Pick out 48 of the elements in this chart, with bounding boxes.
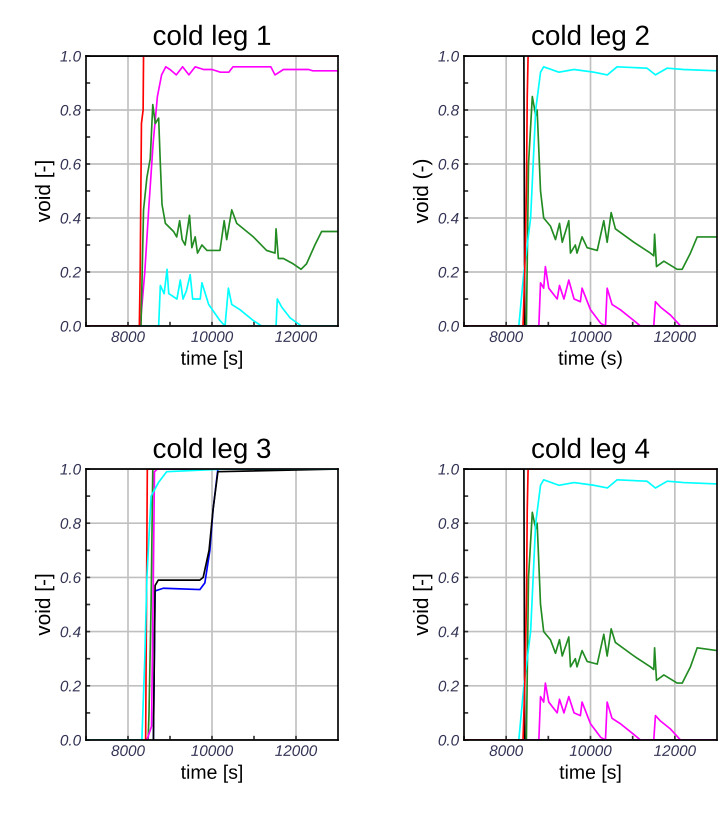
x-tick-label: 12000 xyxy=(654,745,696,756)
y-tick-label: 0.4 xyxy=(60,626,81,638)
x-tick-label: 10000 xyxy=(191,331,234,342)
y-tick-label: 1.0 xyxy=(438,464,460,475)
x-tick-label: 8000 xyxy=(111,331,145,342)
y-tick-label: 1.0 xyxy=(60,464,82,475)
x-axis-title: time [s] xyxy=(180,350,242,369)
y-tick-label: 0.0 xyxy=(438,320,460,332)
x-tick-label: 10000 xyxy=(191,745,234,756)
x-axis-title: time (s) xyxy=(558,350,622,369)
y-axis-title: void [-] xyxy=(412,574,432,636)
x-axis-title: time [s] xyxy=(559,764,620,783)
y-tick-label: 0.6 xyxy=(438,158,460,170)
y-tick-label: 0.4 xyxy=(438,212,459,224)
y-tick-label: 0.4 xyxy=(438,626,459,638)
x-axis-title: time [s] xyxy=(180,764,242,783)
y-axis-title: void [-] xyxy=(34,161,54,222)
y-tick-label: 0.8 xyxy=(60,518,82,529)
chart-title: cold leg 4 xyxy=(532,438,650,464)
y-tick-label: 0.6 xyxy=(60,572,82,584)
chart-title: cold leg 1 xyxy=(154,24,270,51)
x-tick-label: 8000 xyxy=(490,331,524,342)
x-tick-label: 8000 xyxy=(490,745,524,756)
x-tick-label: 10000 xyxy=(570,745,612,756)
y-tick-label: 1.0 xyxy=(438,50,460,62)
chart-title: cold leg 3 xyxy=(154,438,270,464)
y-tick-label: 0.8 xyxy=(438,104,460,116)
y-tick-label: 0.8 xyxy=(438,518,460,529)
y-tick-label: 0.2 xyxy=(438,680,459,692)
x-tick-label: 12000 xyxy=(654,331,696,342)
y-tick-label: 0.0 xyxy=(438,734,460,746)
y-tick-label: 0.4 xyxy=(60,212,81,224)
y-tick-label: 1.0 xyxy=(60,50,82,62)
x-tick-label: 8000 xyxy=(111,745,145,756)
y-tick-label: 0.0 xyxy=(60,320,82,332)
chart-title: cold leg 2 xyxy=(532,24,649,51)
y-tick-label: 0.6 xyxy=(60,158,82,170)
x-tick-label: 12000 xyxy=(275,745,318,756)
y-tick-label: 0.8 xyxy=(60,104,82,116)
y-tick-label: 0.2 xyxy=(60,266,81,278)
y-axis-title: void [-] xyxy=(34,574,54,636)
y-axis-title: void (-) xyxy=(412,160,432,224)
x-tick-label: 12000 xyxy=(275,331,318,342)
y-tick-label: 0.6 xyxy=(438,572,460,584)
y-tick-label: 0.2 xyxy=(438,266,459,278)
y-tick-label: 0.0 xyxy=(60,734,82,746)
y-tick-label: 0.2 xyxy=(60,680,81,692)
x-tick-label: 10000 xyxy=(570,331,612,342)
